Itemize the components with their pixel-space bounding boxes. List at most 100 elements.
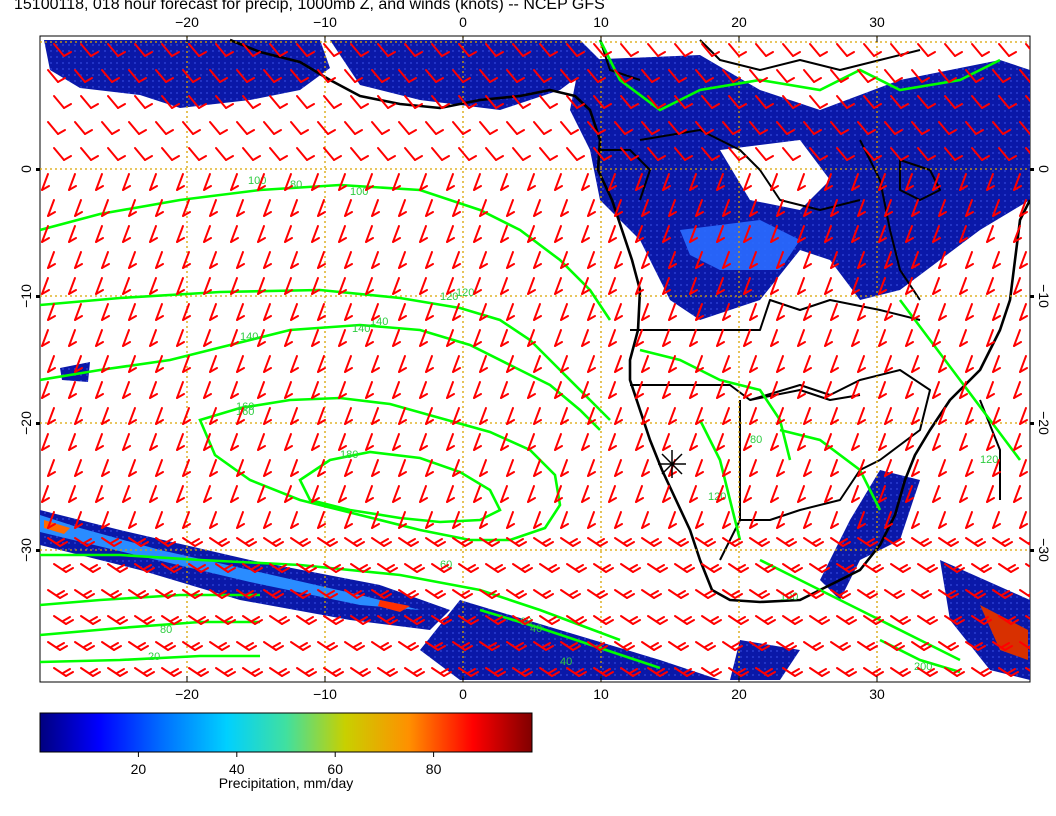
wind-barb	[965, 69, 984, 83]
wind-barb	[641, 589, 662, 599]
wind-barb	[371, 589, 392, 599]
wind-barb	[257, 329, 266, 347]
wind-barb	[998, 615, 1019, 625]
wind-barb	[47, 251, 56, 269]
wind-barb	[398, 199, 407, 217]
wind-barb	[695, 459, 704, 477]
wind-barb	[176, 485, 185, 503]
wind-barb	[404, 667, 425, 677]
wind-barb	[1019, 199, 1028, 217]
wind-barb	[1019, 511, 1028, 529]
wind-barb	[965, 355, 974, 373]
wind-barb	[371, 459, 380, 477]
wind-barb	[857, 121, 876, 135]
wind-barb	[263, 355, 272, 373]
wind-barb	[722, 459, 731, 477]
wind-barb	[68, 433, 77, 451]
wind-barb	[68, 329, 77, 347]
wind-barb	[857, 199, 866, 217]
wind-barb	[134, 95, 153, 109]
wind-barb	[701, 667, 722, 677]
wind-barb	[317, 355, 326, 373]
wind-barb	[749, 303, 758, 321]
contour-label: 80	[290, 179, 302, 191]
wind-barb	[506, 407, 515, 425]
lon-tick-label-top: 20	[731, 14, 747, 30]
wind-barb	[203, 433, 212, 451]
lon-tick-label-bottom: 20	[731, 686, 747, 702]
wind-barb	[512, 615, 533, 625]
wind-barb	[689, 433, 698, 451]
wind-barb	[797, 433, 806, 451]
wind-barb	[533, 511, 542, 529]
wind-barb	[344, 199, 353, 217]
wind-barb	[74, 511, 83, 529]
wind-barb	[452, 641, 473, 651]
wind-barb	[53, 95, 72, 109]
wind-barb	[317, 121, 336, 135]
lake-victoria	[899, 159, 941, 201]
map-title: 15100118, 018 hour forecast for precip, …	[14, 0, 605, 13]
wind-barb	[614, 199, 623, 217]
wind-barb	[344, 641, 365, 651]
wind-barb	[770, 381, 779, 399]
wind-barb	[608, 225, 617, 243]
wind-barb	[176, 433, 185, 451]
wind-barb	[830, 199, 839, 217]
wind-barb	[890, 43, 909, 57]
wind-barb	[722, 69, 741, 83]
wind-barb	[878, 381, 887, 399]
wind-barb	[809, 147, 828, 161]
wind-barb	[236, 303, 245, 321]
wind-barb	[755, 667, 776, 677]
wind-barb	[701, 147, 720, 161]
wind-barb	[830, 537, 851, 547]
wind-barb	[242, 95, 261, 109]
wind-barb	[695, 407, 704, 425]
wind-barb	[689, 173, 698, 191]
wind-barb	[230, 277, 239, 295]
wind-barb	[398, 69, 417, 83]
wind-barb	[209, 511, 218, 529]
wind-barb	[95, 173, 104, 191]
wind-barb	[830, 459, 839, 477]
wind-barb	[242, 615, 263, 625]
wind-barb	[554, 433, 563, 451]
nigeria-border	[599, 39, 641, 81]
colorbar-tick-label: 40	[229, 761, 245, 777]
wind-barb	[560, 121, 579, 135]
wind-barb	[188, 615, 209, 625]
wind-barb	[890, 563, 911, 573]
wind-barb	[641, 641, 662, 651]
wind-barb	[284, 173, 293, 191]
wind-barb	[398, 251, 407, 269]
gabon-border	[600, 149, 651, 201]
wind-barb	[809, 667, 830, 677]
wind-barb	[647, 95, 666, 109]
wind-barb	[473, 433, 482, 451]
wind-barb	[803, 251, 812, 269]
wind-barb	[938, 69, 957, 83]
wind-barb	[236, 589, 257, 599]
wind-barb	[695, 511, 704, 529]
wind-barb	[581, 277, 590, 295]
wind-barb	[350, 43, 369, 57]
wind-barb	[236, 641, 257, 651]
wind-barb	[905, 173, 914, 191]
wind-barb	[809, 563, 830, 573]
colorbar-tick-label: 80	[426, 761, 442, 777]
wind-barb	[938, 355, 947, 373]
wind-barb	[284, 277, 293, 295]
wind-barb	[581, 329, 590, 347]
wind-barb	[641, 537, 662, 547]
wind-barb	[365, 381, 374, 399]
wind-barb	[419, 433, 428, 451]
wind-barb	[344, 121, 363, 135]
wind-barb	[257, 225, 266, 243]
wind-barb	[917, 95, 936, 109]
wind-barb	[95, 329, 104, 347]
wind-barb	[446, 381, 455, 399]
wind-barb	[398, 459, 407, 477]
contour-60	[40, 553, 621, 642]
colorbar-tick-label: 60	[327, 761, 343, 777]
